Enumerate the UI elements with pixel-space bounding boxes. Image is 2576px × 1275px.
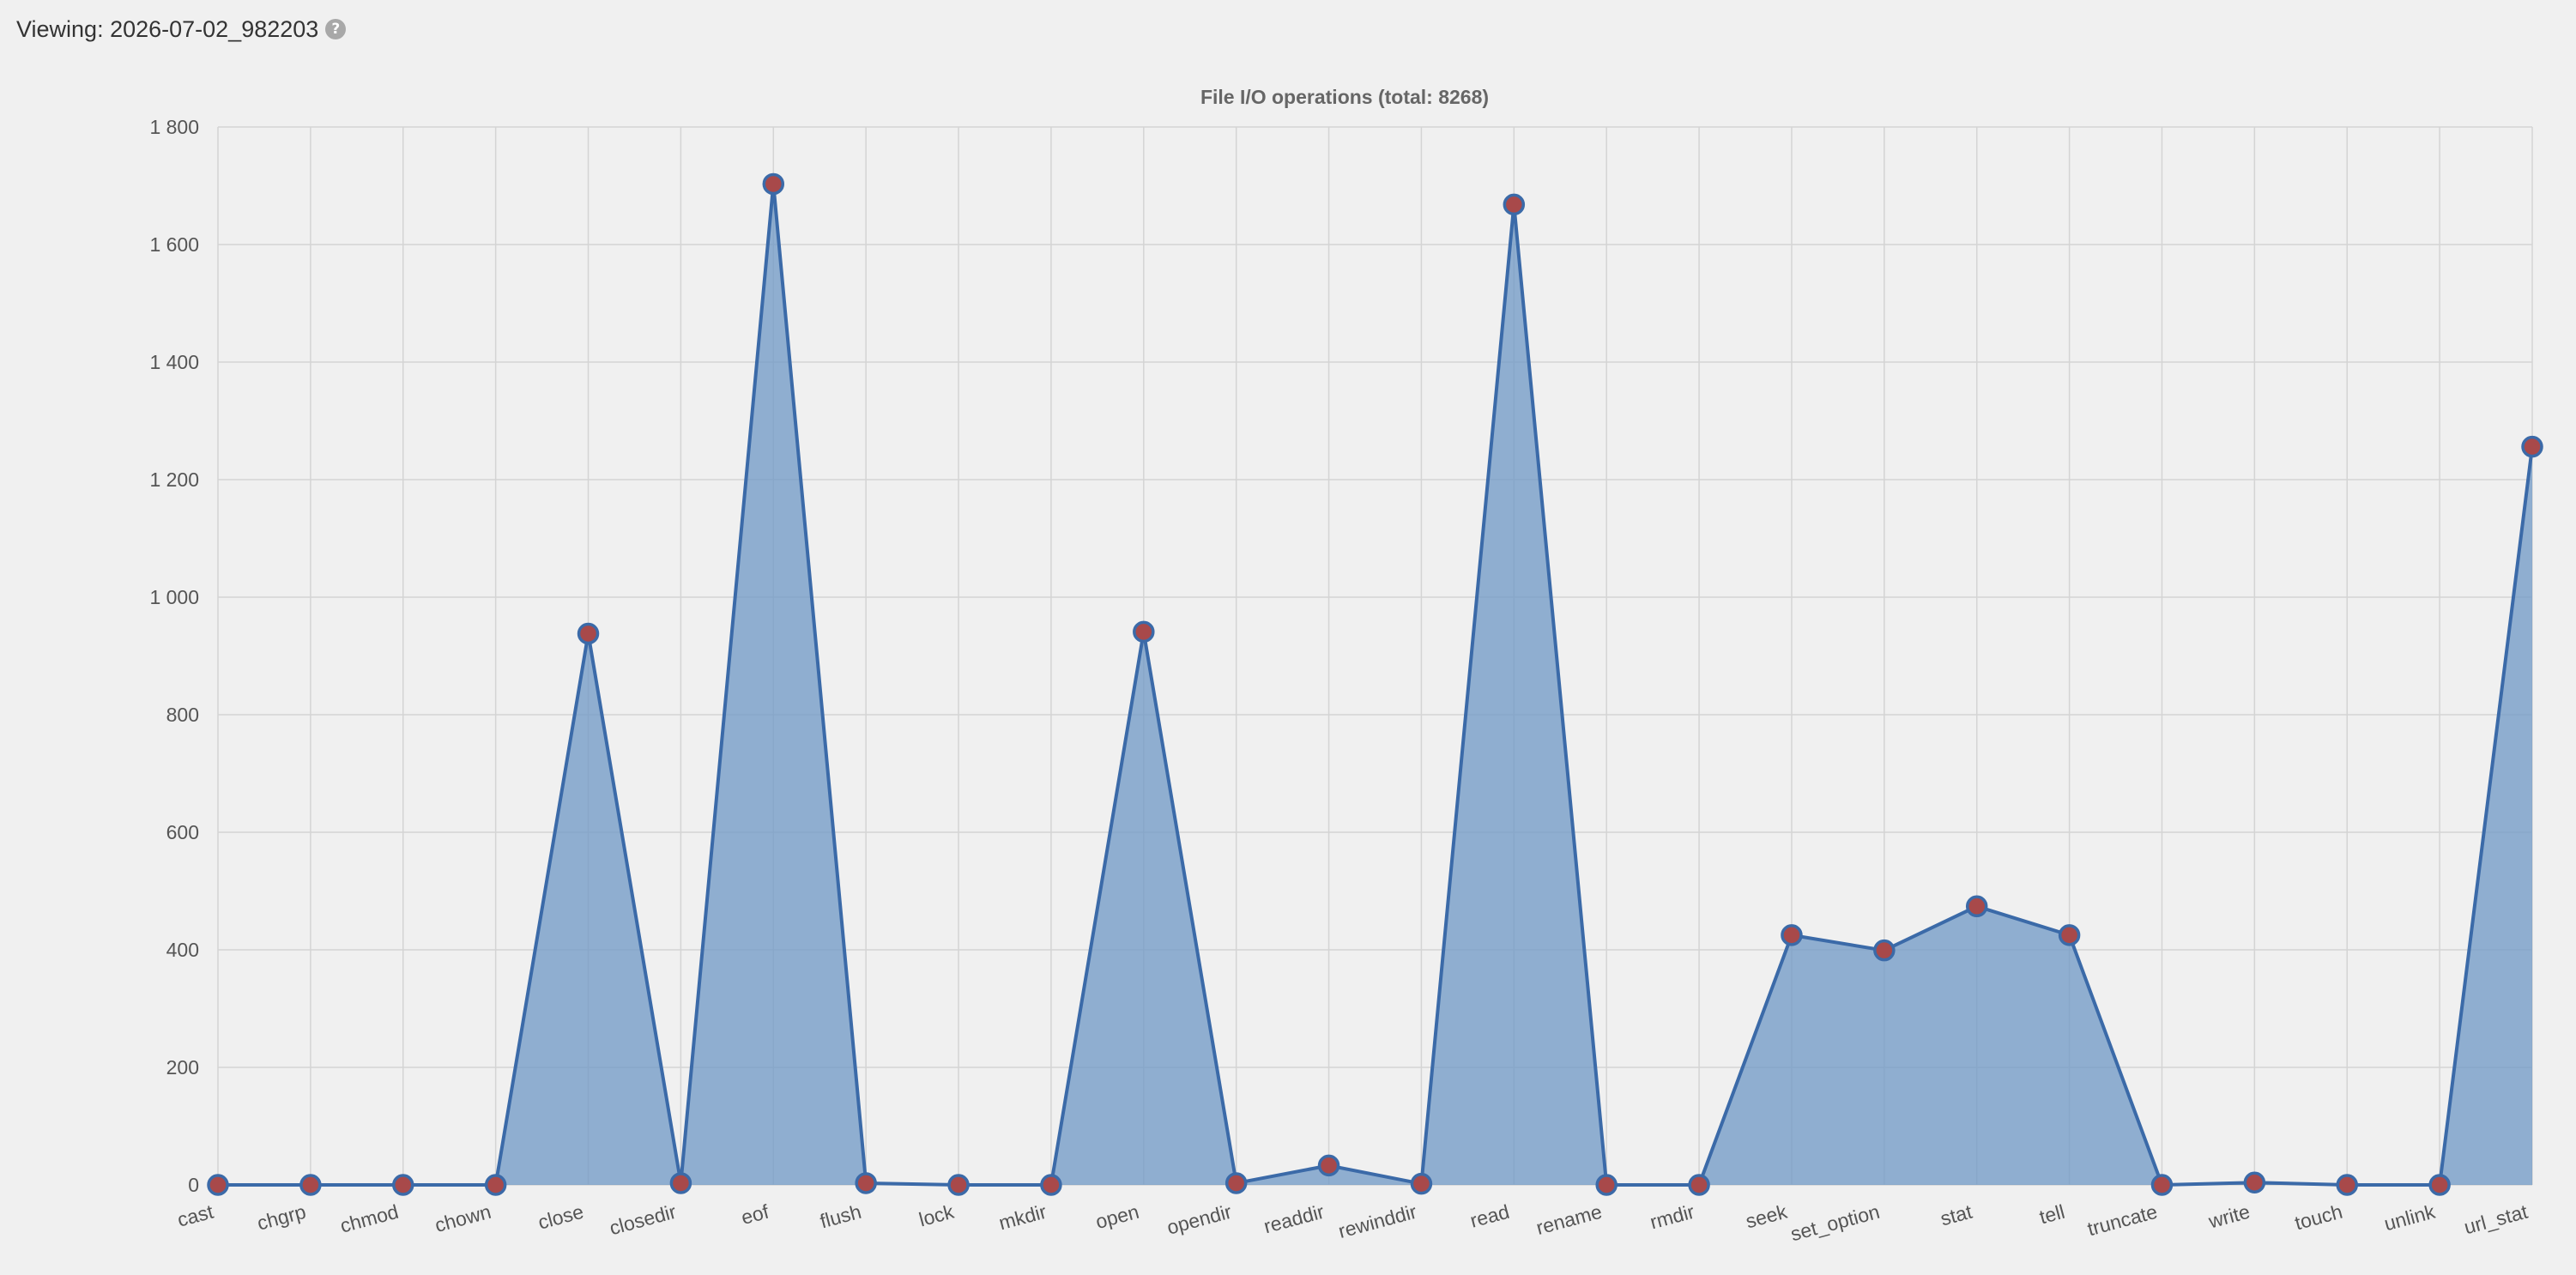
x-tick-label: write — [2205, 1200, 2252, 1233]
data-point[interactable] — [2521, 435, 2543, 458]
x-tick-label: lock — [916, 1200, 957, 1231]
x-tick-label: opendir — [1164, 1200, 1234, 1239]
data-point[interactable] — [2428, 1174, 2451, 1196]
data-points — [207, 172, 2543, 1196]
y-tick-label: 0 — [188, 1174, 199, 1196]
x-tick-label: tell — [2037, 1200, 2067, 1229]
x-tick-label: chown — [432, 1200, 493, 1236]
data-point[interactable] — [2058, 924, 2081, 946]
data-point[interactable] — [1873, 939, 1896, 962]
data-point[interactable] — [947, 1174, 970, 1196]
x-tick-label: cast — [175, 1200, 216, 1231]
x-tick-label: seek — [1744, 1200, 1790, 1233]
x-tick-label: truncate — [2085, 1200, 2160, 1241]
series-line — [218, 184, 2534, 1187]
x-axis-ticks: cast chgrp chmod chown close closedir eof flush… — [175, 1200, 2531, 1246]
data-point[interactable] — [299, 1174, 322, 1196]
data-point[interactable] — [2243, 1171, 2266, 1194]
data-point[interactable] — [1040, 1174, 1062, 1196]
x-tick-label: chgrp — [255, 1200, 308, 1235]
data-point[interactable] — [577, 622, 600, 645]
data-point[interactable] — [1503, 193, 1526, 216]
question-circle-icon[interactable]: ? — [325, 19, 347, 39]
x-tick-label: rmdir — [1648, 1200, 1697, 1234]
data-point[interactable] — [207, 1174, 229, 1196]
data-point[interactable] — [1965, 895, 1988, 918]
x-tick-label: chmod — [338, 1200, 401, 1237]
data-point[interactable] — [1133, 620, 1155, 644]
data-point[interactable] — [1410, 1172, 1433, 1195]
y-tick-label: 600 — [166, 821, 199, 843]
data-point[interactable] — [855, 1172, 877, 1194]
y-tick-label: 1 400 — [149, 351, 199, 373]
x-tick-label: eof — [739, 1200, 771, 1230]
x-tick-label: read — [1467, 1200, 1511, 1232]
data-point[interactable] — [1225, 1172, 1248, 1194]
x-tick-label: close — [535, 1200, 586, 1234]
x-tick-label: touch — [2292, 1200, 2344, 1235]
data-point[interactable] — [1781, 924, 1803, 946]
chart-title: File I/O operations (total: 8268) — [1200, 86, 1489, 108]
x-tick-label: closedir — [607, 1200, 679, 1240]
data-point[interactable] — [1688, 1174, 1710, 1196]
x-tick-label: url_stat — [2462, 1200, 2531, 1239]
data-point[interactable] — [669, 1172, 692, 1194]
x-tick-label: flush — [818, 1200, 864, 1233]
x-tick-label: unlink — [2382, 1200, 2438, 1236]
x-tick-label: readdir — [1261, 1200, 1327, 1238]
y-tick-label: 1 000 — [149, 586, 199, 608]
x-tick-label: stat — [1938, 1200, 1974, 1230]
x-tick-label: rewinddir — [1336, 1200, 1419, 1242]
data-point[interactable] — [2336, 1174, 2358, 1196]
data-point[interactable] — [1595, 1174, 1618, 1196]
x-tick-label: open — [1093, 1200, 1141, 1233]
data-point[interactable] — [1317, 1154, 1340, 1177]
x-tick-label: set_option — [1788, 1200, 1882, 1246]
y-tick-label: 800 — [166, 704, 199, 726]
y-tick-label: 1 200 — [149, 468, 199, 491]
x-tick-label: rename — [1533, 1200, 1604, 1239]
data-point[interactable] — [392, 1174, 414, 1196]
data-point[interactable] — [762, 172, 785, 196]
y-tick-label: 200 — [166, 1056, 199, 1079]
viewing-label: Viewing: 2026-07-02_982203 — [16, 15, 319, 42]
y-tick-label: 1 800 — [149, 116, 199, 138]
series-area-fill — [218, 184, 2532, 1185]
viewing-header: Viewing: 2026-07-02_982203 ? — [16, 12, 347, 46]
y-axis-ticks: 0 200 400 600 800 1 000 1 200 1 400 1 600 1 800 — [149, 116, 199, 1196]
y-tick-label: 1 600 — [149, 233, 199, 256]
data-point[interactable] — [2150, 1174, 2174, 1196]
x-tick-label: mkdir — [996, 1200, 1049, 1235]
area-series — [218, 184, 2534, 1187]
y-tick-label: 400 — [166, 939, 199, 961]
data-point[interactable] — [484, 1174, 507, 1196]
